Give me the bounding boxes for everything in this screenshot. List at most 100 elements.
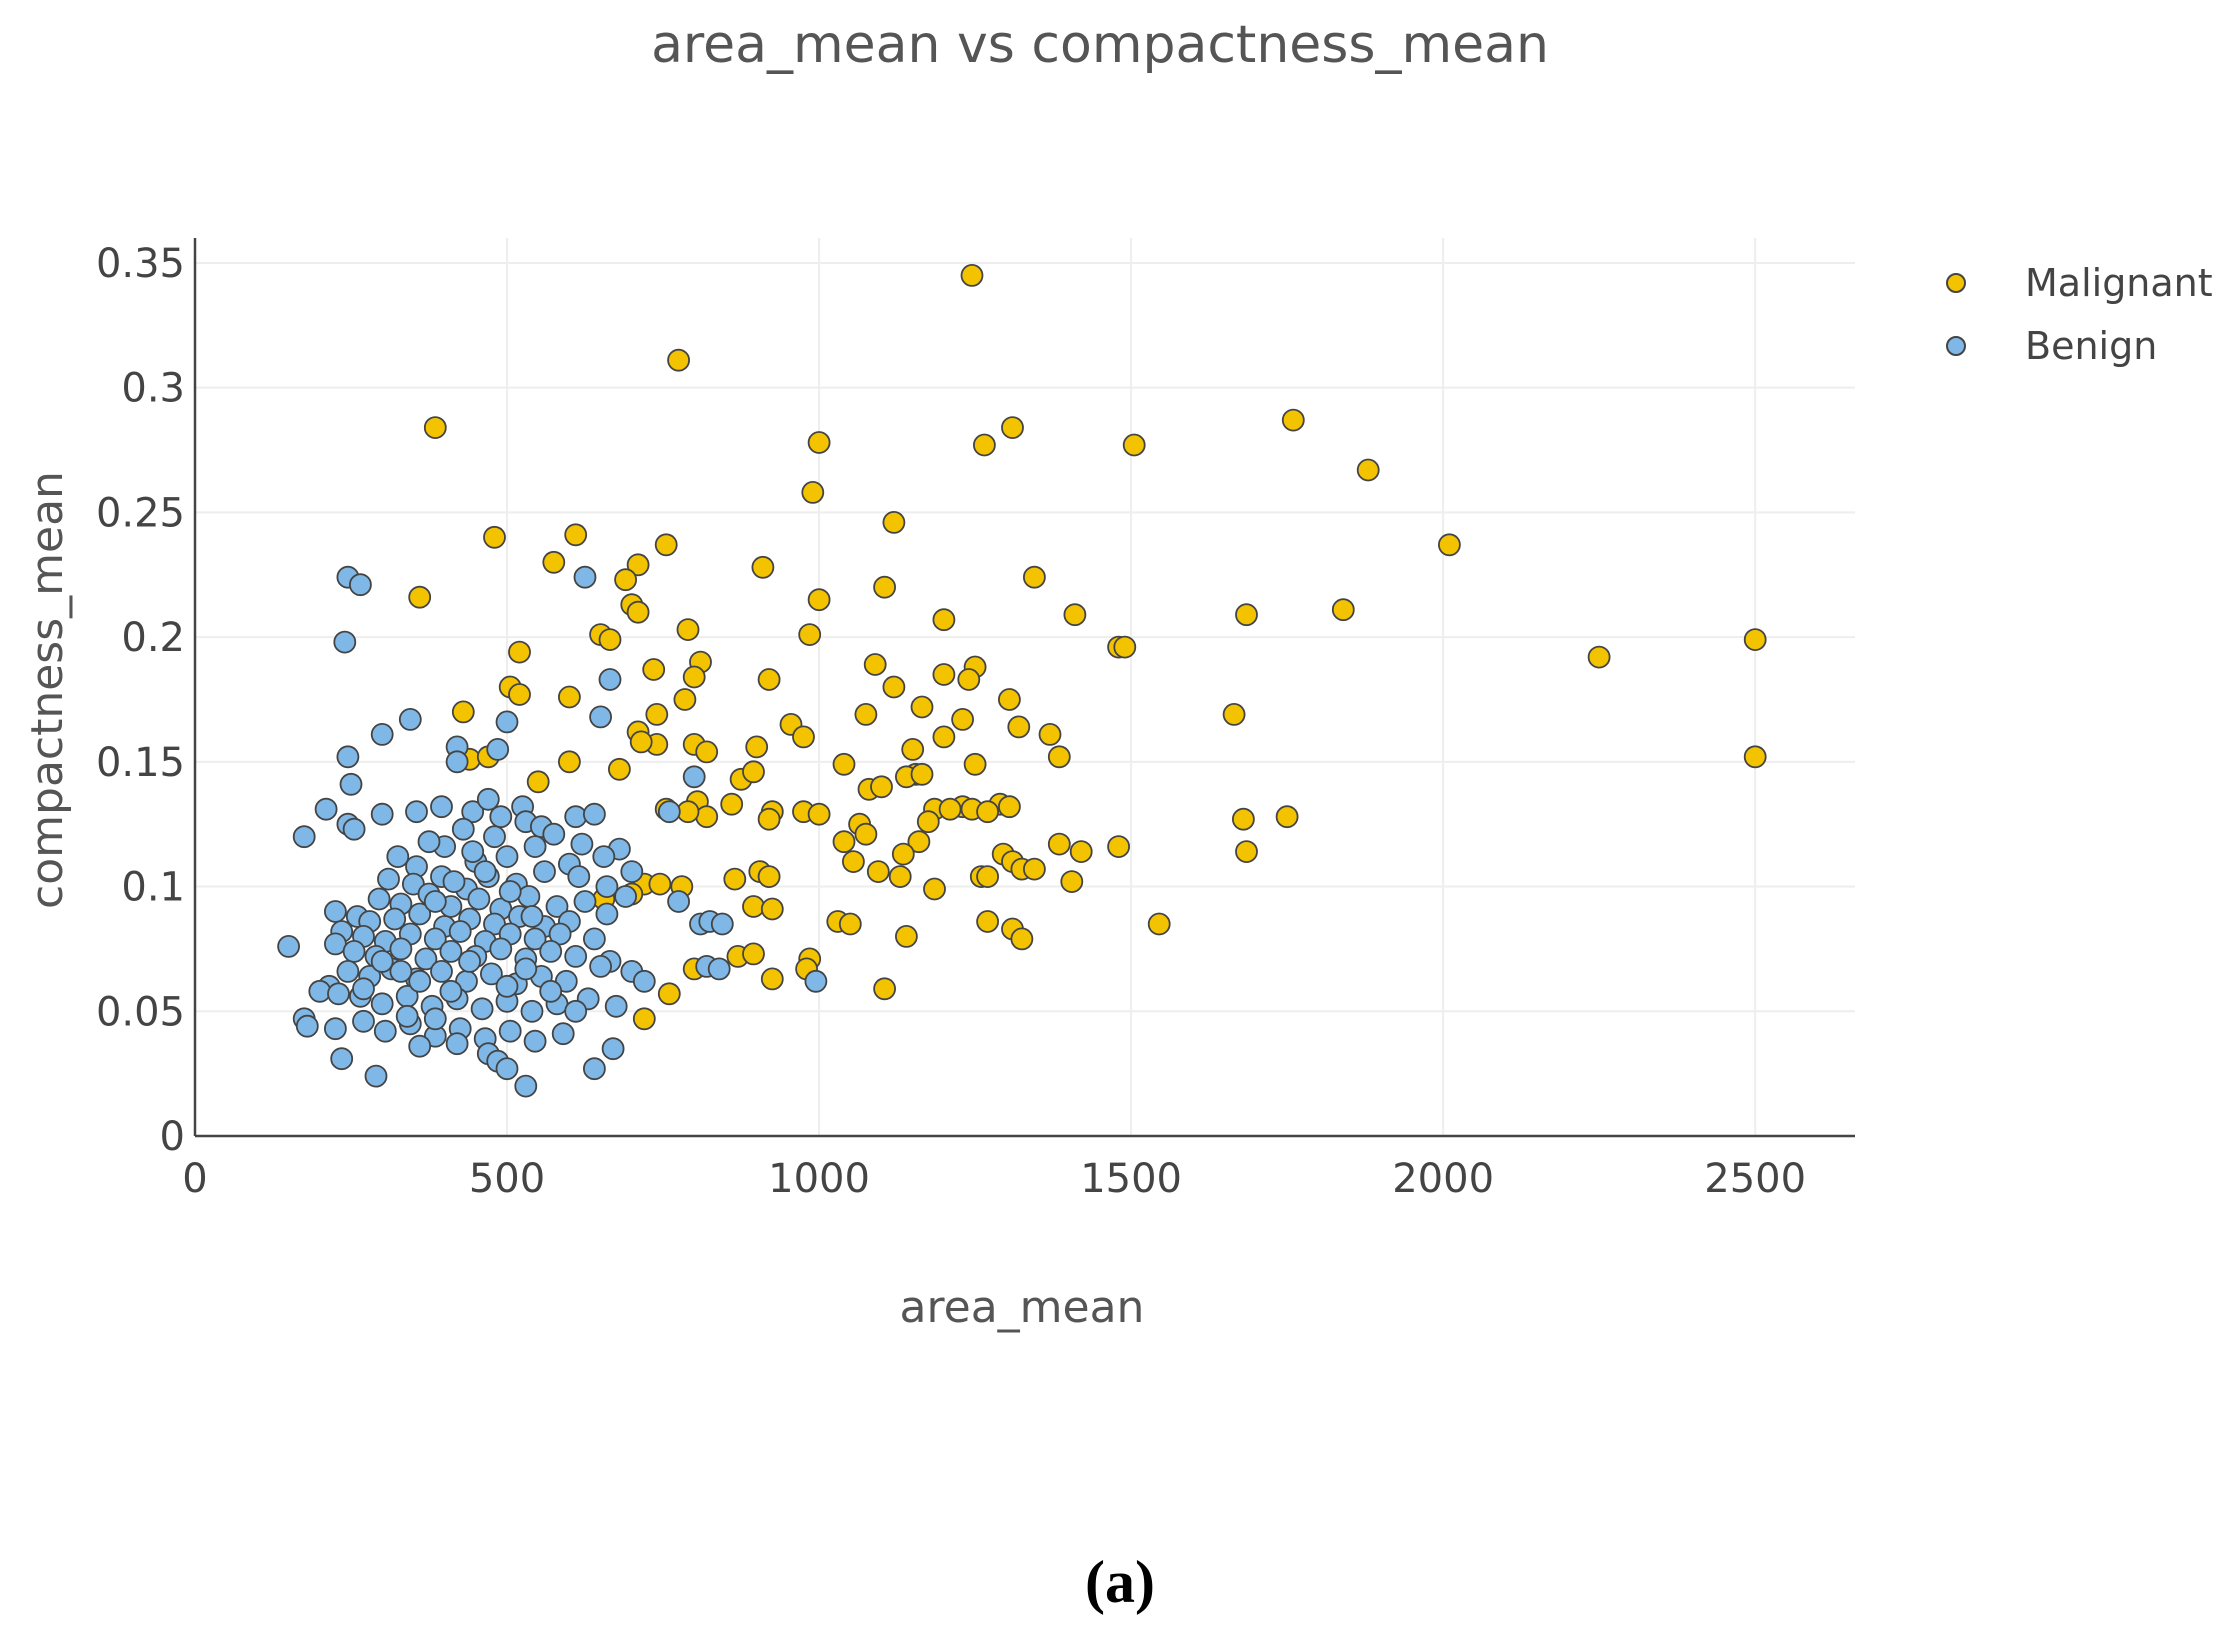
data-point-benign[interactable] xyxy=(495,1057,519,1081)
data-point-benign[interactable] xyxy=(498,1019,522,1043)
data-point-benign[interactable] xyxy=(327,982,350,1006)
legend[interactable]: Malignant Benign xyxy=(1946,261,2213,368)
data-point-benign[interactable] xyxy=(405,800,428,824)
data-point-malignant[interactable] xyxy=(558,750,581,774)
data-point-benign[interactable] xyxy=(489,937,513,961)
data-point-malignant[interactable] xyxy=(882,675,906,699)
data-point-benign[interactable] xyxy=(551,1022,575,1046)
data-point-malignant[interactable] xyxy=(1038,723,1062,746)
data-point-benign[interactable] xyxy=(564,999,588,1023)
data-point-benign[interactable] xyxy=(467,887,491,911)
data-point-malignant[interactable] xyxy=(1060,870,1084,893)
data-point-malignant[interactable] xyxy=(895,925,918,948)
data-point-benign[interactable] xyxy=(564,945,588,968)
data-point-benign[interactable] xyxy=(489,805,513,829)
data-point-malignant[interactable] xyxy=(1001,416,1024,440)
data-point-malignant[interactable] xyxy=(673,688,697,711)
data-point-benign[interactable] xyxy=(458,950,482,973)
data-point-malignant[interactable] xyxy=(854,703,878,726)
data-point-malignant[interactable] xyxy=(1147,912,1171,936)
data-point-benign[interactable] xyxy=(533,860,556,883)
data-point-benign[interactable] xyxy=(495,974,519,998)
data-point-malignant[interactable] xyxy=(682,665,706,689)
data-point-malignant[interactable] xyxy=(642,658,666,681)
data-point-malignant[interactable] xyxy=(1122,433,1146,457)
data-point-malignant[interactable] xyxy=(801,480,825,504)
data-point-benign[interactable] xyxy=(804,969,828,993)
data-point-malignant[interactable] xyxy=(1007,715,1031,739)
data-point-malignant[interactable] xyxy=(1047,745,1071,769)
data-point-benign[interactable] xyxy=(408,969,432,993)
data-point-benign[interactable] xyxy=(707,957,731,981)
data-point-malignant[interactable] xyxy=(976,910,999,933)
data-point-benign[interactable] xyxy=(682,765,706,789)
data-point-benign[interactable] xyxy=(548,922,572,946)
data-point-benign[interactable] xyxy=(567,865,591,888)
data-point-malignant[interactable] xyxy=(1235,840,1258,863)
data-point-malignant[interactable] xyxy=(648,872,672,896)
data-point-malignant[interactable] xyxy=(1356,458,1380,482)
data-point-malignant[interactable] xyxy=(542,550,566,574)
data-point-malignant[interactable] xyxy=(891,842,915,866)
data-point-benign[interactable] xyxy=(598,668,622,691)
data-point-benign[interactable] xyxy=(336,960,360,983)
data-point-benign[interactable] xyxy=(323,900,347,923)
data-point-benign[interactable] xyxy=(439,940,463,963)
data-point-benign[interactable] xyxy=(377,867,400,891)
data-point-benign[interactable] xyxy=(495,710,519,734)
data-point-benign[interactable] xyxy=(445,750,469,774)
data-point-malignant[interactable] xyxy=(807,802,831,826)
data-point-malignant[interactable] xyxy=(1023,857,1046,881)
data-point-benign[interactable] xyxy=(620,860,644,883)
data-point-malignant[interactable] xyxy=(629,730,653,754)
data-point-malignant[interactable] xyxy=(676,618,700,641)
data-point-benign[interactable] xyxy=(632,969,656,993)
data-point-benign[interactable] xyxy=(486,738,510,761)
legend-item-benign[interactable]: Benign xyxy=(1946,324,2157,368)
data-point-benign[interactable] xyxy=(667,890,690,913)
data-point-benign[interactable] xyxy=(430,960,453,983)
data-point-malignant[interactable] xyxy=(745,735,769,759)
data-point-benign[interactable] xyxy=(520,999,544,1023)
data-point-benign[interactable] xyxy=(573,890,597,913)
data-point-malignant[interactable] xyxy=(1222,703,1246,726)
data-point-malignant[interactable] xyxy=(923,877,946,901)
data-point-malignant[interactable] xyxy=(907,830,931,854)
data-point-malignant[interactable] xyxy=(757,807,781,831)
data-point-benign[interactable] xyxy=(342,817,366,841)
data-point-benign[interactable] xyxy=(370,950,394,973)
data-point-malignant[interactable] xyxy=(757,668,781,691)
data-point-benign[interactable] xyxy=(539,979,563,1003)
data-point-malignant[interactable] xyxy=(423,416,447,440)
data-point-malignant[interactable] xyxy=(960,263,984,287)
data-point-benign[interactable] xyxy=(445,1032,469,1056)
data-point-malignant[interactable] xyxy=(626,600,650,624)
data-point-malignant[interactable] xyxy=(632,1007,656,1031)
data-point-malignant[interactable] xyxy=(963,752,987,776)
data-point-malignant[interactable] xyxy=(508,640,531,664)
data-point-malignant[interactable] xyxy=(863,653,887,676)
data-point-benign[interactable] xyxy=(364,1064,388,1088)
data-point-benign[interactable] xyxy=(564,805,588,829)
data-point-benign[interactable] xyxy=(595,875,619,898)
data-point-malignant[interactable] xyxy=(508,683,531,706)
data-point-benign[interactable] xyxy=(461,800,485,824)
data-point-benign[interactable] xyxy=(542,822,566,846)
data-point-malignant[interactable] xyxy=(654,533,678,557)
data-point-malignant[interactable] xyxy=(742,760,765,784)
data-point-malignant[interactable] xyxy=(645,703,669,726)
data-point-benign[interactable] xyxy=(352,977,375,1001)
data-point-benign[interactable] xyxy=(442,870,466,893)
data-point-malignant[interactable] xyxy=(1023,565,1046,589)
data-point-benign[interactable] xyxy=(451,817,475,841)
data-point-benign[interactable] xyxy=(520,905,544,928)
data-point-benign[interactable] xyxy=(370,723,394,746)
data-point-malignant[interactable] xyxy=(1232,807,1255,831)
data-point-benign[interactable] xyxy=(461,840,485,863)
data-point-benign[interactable] xyxy=(657,800,681,824)
data-point-malignant[interactable] xyxy=(564,523,588,547)
data-point-malignant[interactable] xyxy=(1063,603,1087,627)
data-point-malignant[interactable] xyxy=(667,348,690,372)
data-point-malignant[interactable] xyxy=(408,585,432,609)
data-point-malignant[interactable] xyxy=(1069,840,1093,863)
